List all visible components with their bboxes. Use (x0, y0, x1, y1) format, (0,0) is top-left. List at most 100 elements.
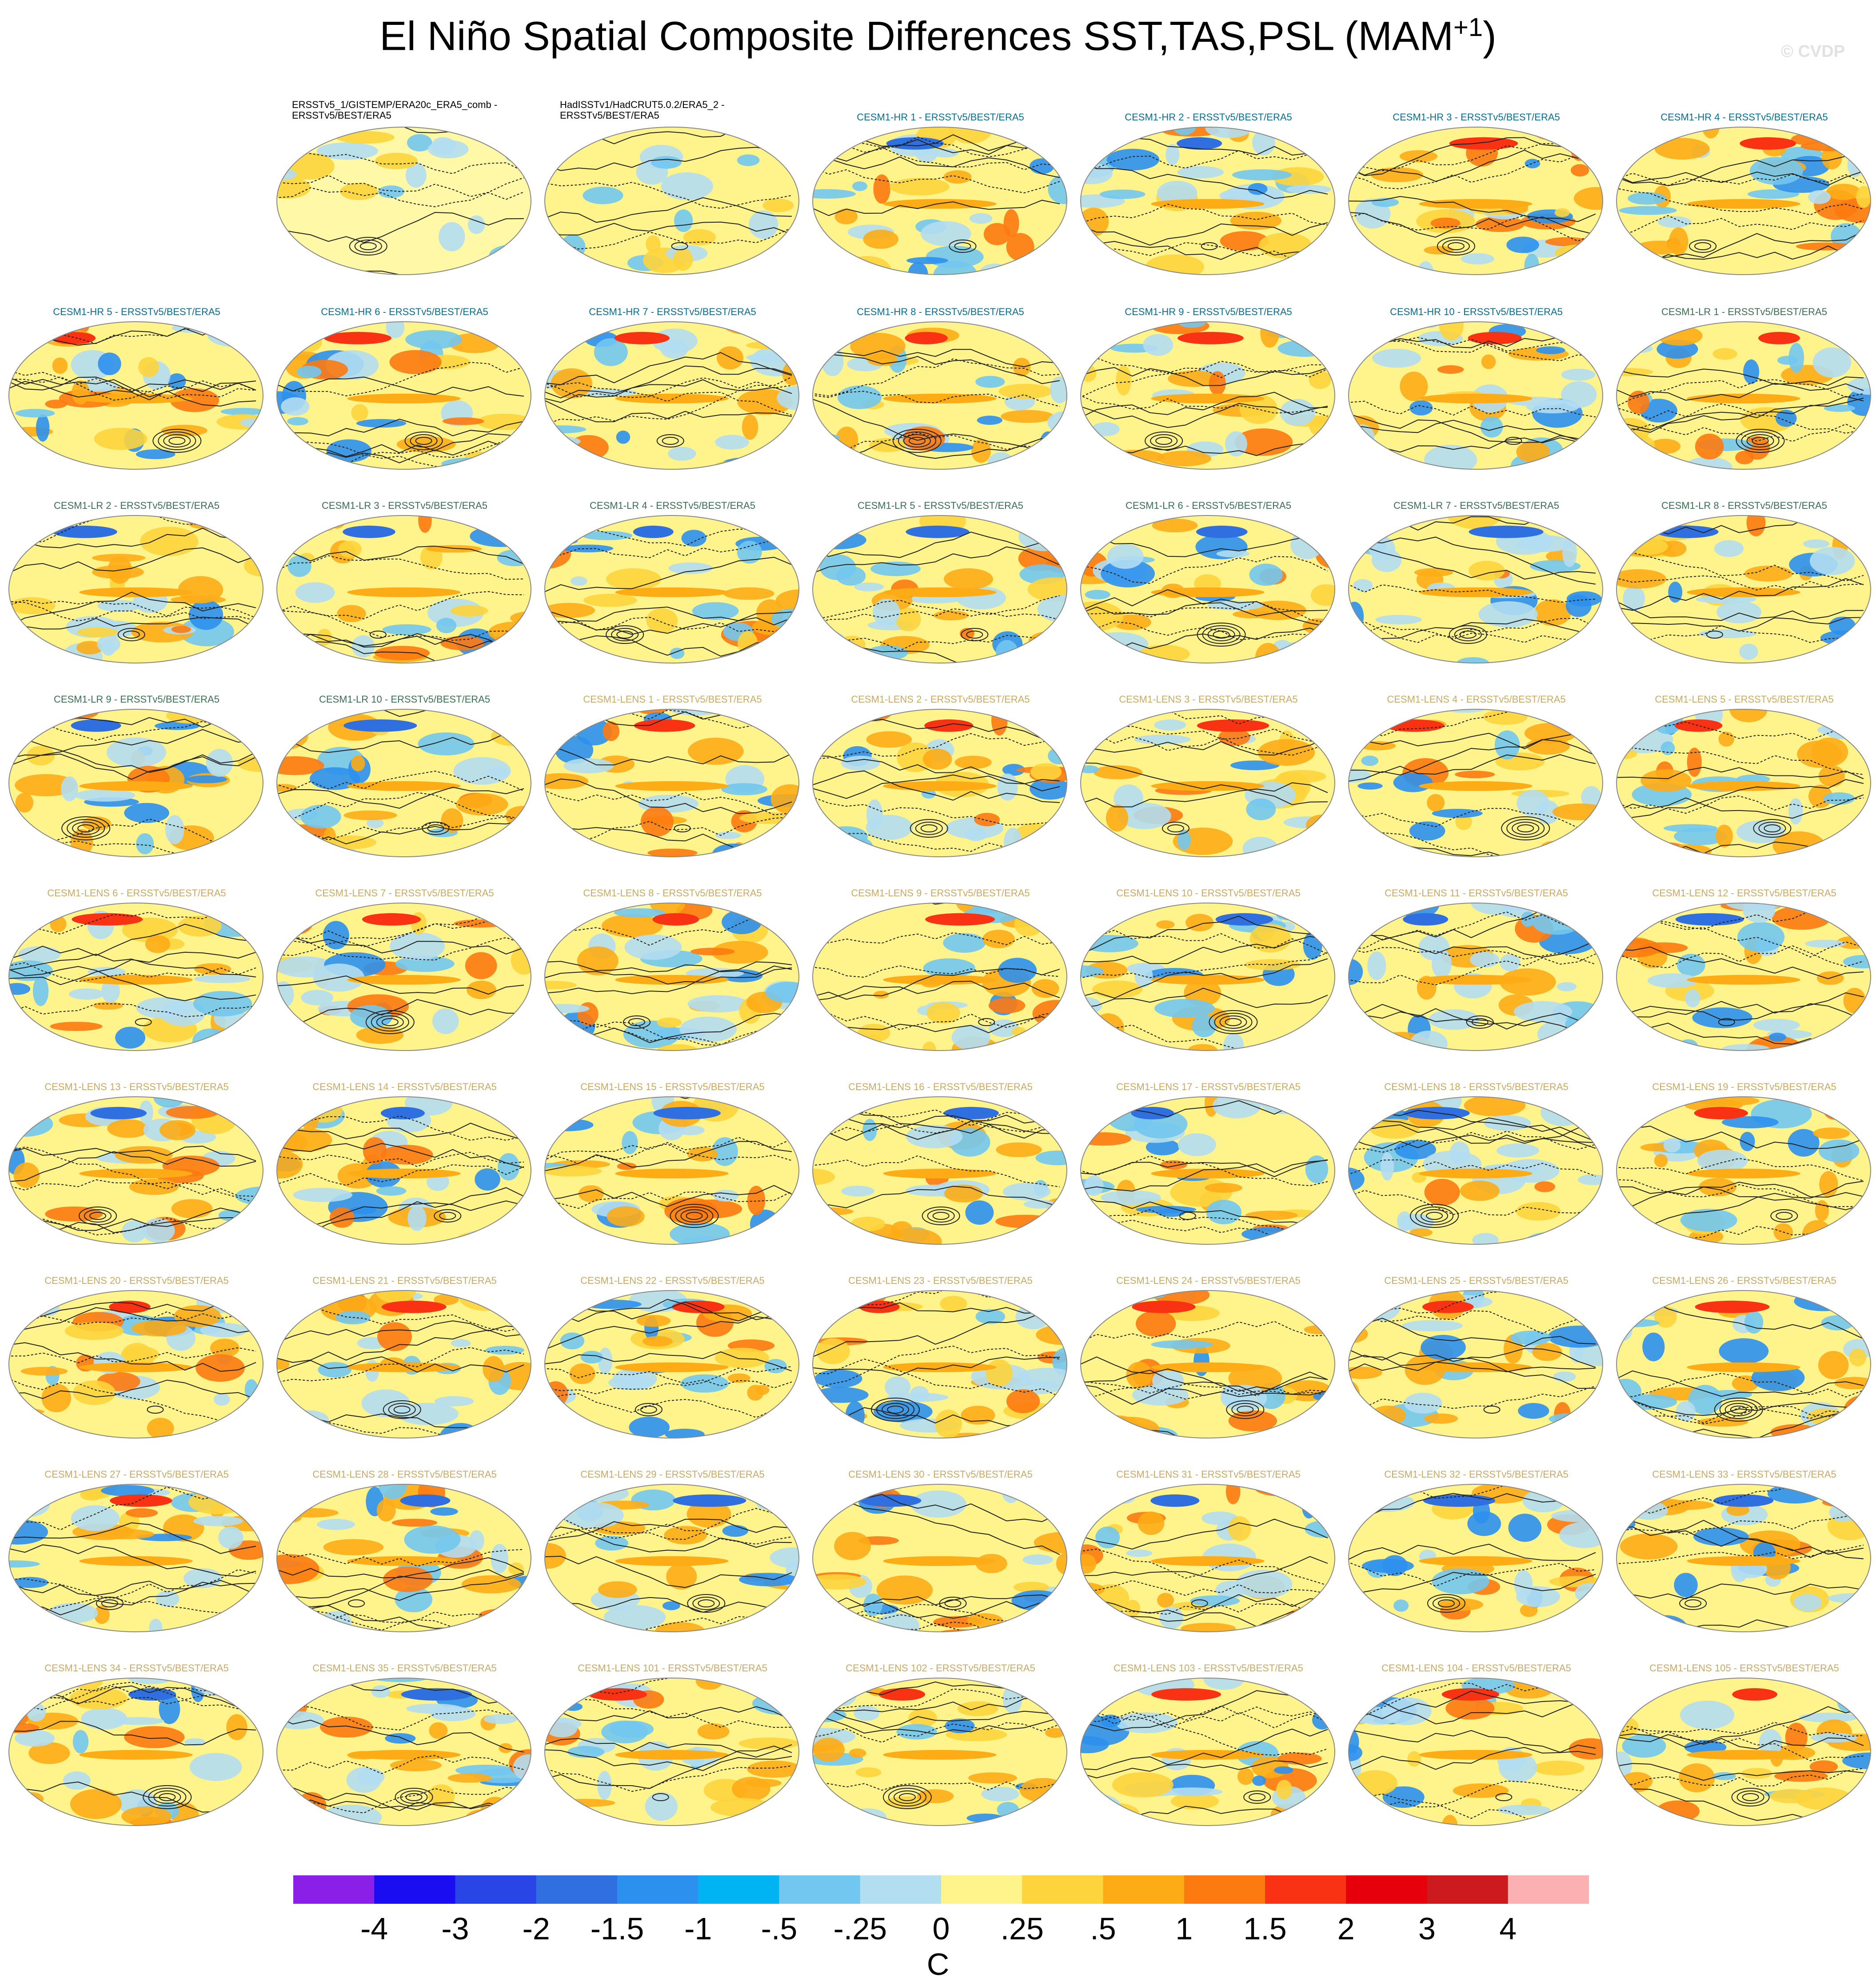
world-map (1348, 127, 1603, 275)
panel-label: CESM1-LENS 14 - ERSSTv5/BEST/ERA5 (312, 1082, 497, 1092)
map-panel: CESM1-LENS 7 - ERSSTv5/BEST/ERA5 (274, 888, 535, 1079)
panel-label: CESM1-LENS 3 - ERSSTv5/BEST/ERA5 (1119, 694, 1298, 705)
map-panel: CESM1-LENS 21 - ERSSTv5/BEST/ERA5 (274, 1275, 535, 1467)
colorbar-units: C (926, 1947, 950, 1982)
map-panel: CESM1-LENS 12 - ERSSTv5/BEST/ERA5 (1614, 888, 1875, 1079)
panel-label: CESM1-LENS 15 - ERSSTv5/BEST/ERA5 (580, 1082, 765, 1092)
world-map (812, 903, 1067, 1051)
map-panel: CESM1-LR 7 - ERSSTv5/BEST/ERA5 (1346, 500, 1607, 691)
map-panel: CESM1-LENS 15 - ERSSTv5/BEST/ERA5 (542, 1082, 803, 1273)
panel-label: CESM1-LENS 34 - ERSSTv5/BEST/ERA5 (44, 1663, 229, 1674)
figure-title: El Niño Spatial Composite Differences SS… (379, 13, 1497, 59)
panel-label: CESM1-LENS 23 - ERSSTv5/BEST/ERA5 (848, 1275, 1033, 1286)
colorbar-swatch (941, 1875, 1022, 1904)
world-map (544, 127, 799, 275)
panel-label: CESM1-LENS 4 - ERSSTv5/BEST/ERA5 (1387, 694, 1566, 705)
world-map (276, 1678, 531, 1826)
map-panel: HadISSTv1/HadCRUT5.0.2/ERA5_2 - ERSSTv5/… (542, 100, 803, 303)
world-map (1080, 1096, 1335, 1245)
map-panel: CESM1-LENS 23 - ERSSTv5/BEST/ERA5 (810, 1275, 1071, 1467)
map-panel: CESM1-LR 5 - ERSSTv5/BEST/ERA5 (810, 500, 1071, 691)
panel-label: CESM1-LR 7 - ERSSTv5/BEST/ERA5 (1393, 500, 1559, 511)
map-panel: CESM1-LENS 13 - ERSSTv5/BEST/ERA5 (6, 1082, 267, 1273)
panel-label: CESM1-LENS 18 - ERSSTv5/BEST/ERA5 (1384, 1082, 1569, 1092)
world-map (544, 1096, 799, 1245)
map-panel: CESM1-LENS 30 - ERSSTv5/BEST/ERA5 (810, 1469, 1071, 1660)
colorbar-swatch (1508, 1875, 1589, 1904)
colorbar-tick-label: -.5 (761, 1911, 798, 1946)
map-panel: CESM1-LENS 18 - ERSSTv5/BEST/ERA5 (1346, 1082, 1607, 1273)
map-panel: CESM1-LENS 8 - ERSSTv5/BEST/ERA5 (542, 888, 803, 1079)
colorbar-tick-label: 3 (1418, 1911, 1436, 1946)
panel-label: CESM1-HR 6 - ERSSTv5/BEST/ERA5 (321, 307, 488, 317)
colorbar-tick-label: -.25 (833, 1911, 887, 1946)
colorbar-swatch (1427, 1875, 1509, 1904)
world-map (8, 515, 263, 663)
map-panel: CESM1-LR 3 - ERSSTv5/BEST/ERA5 (274, 500, 535, 691)
panel-label: CESM1-HR 2 - ERSSTv5/BEST/ERA5 (1125, 112, 1292, 123)
colorbar-tick-label: .5 (1090, 1911, 1116, 1946)
world-map (812, 1290, 1067, 1439)
map-panel: CESM1-LENS 3 - ERSSTv5/BEST/ERA5 (1078, 694, 1339, 885)
panel-label: HadISSTv1/HadCRUT5.0.2/ERA5_2 - ERSSTv5/… (560, 100, 725, 121)
panel-label: CESM1-LENS 1 - ERSSTv5/BEST/ERA5 (583, 694, 762, 705)
panel-label: CESM1-LR 2 - ERSSTv5/BEST/ERA5 (54, 500, 220, 511)
colorbar-tick-label: -1 (684, 1911, 712, 1946)
map-panel: CESM1-HR 10 - ERSSTv5/BEST/ERA5 (1346, 307, 1607, 498)
map-panel: CESM1-LR 9 - ERSSTv5/BEST/ERA5 (6, 694, 267, 885)
panel-label: ERSSTv5_1/GISTEMP/ERA20c_ERA5_comb - ERS… (292, 100, 498, 121)
map-panel: CESM1-HR 4 - ERSSTv5/BEST/ERA5 (1614, 112, 1875, 303)
map-panel: CESM1-LENS 6 - ERSSTv5/BEST/ERA5 (6, 888, 267, 1079)
colorbar-tick-label: -4 (360, 1911, 388, 1946)
map-panel: CESM1-LENS 14 - ERSSTv5/BEST/ERA5 (274, 1082, 535, 1273)
map-panel: CESM1-HR 3 - ERSSTv5/BEST/ERA5 (1346, 112, 1607, 303)
panel-label: CESM1-HR 5 - ERSSTv5/BEST/ERA5 (53, 307, 220, 317)
map-panel: CESM1-LR 2 - ERSSTv5/BEST/ERA5 (6, 500, 267, 691)
panel-label: CESM1-LENS 33 - ERSSTv5/BEST/ERA5 (1652, 1469, 1836, 1480)
world-map (276, 709, 531, 857)
world-map (1080, 127, 1335, 275)
world-map (1080, 515, 1335, 663)
world-map (1616, 321, 1871, 470)
panel-label: CESM1-LENS 29 - ERSSTv5/BEST/ERA5 (580, 1469, 765, 1480)
panel-label: CESM1-HR 9 - ERSSTv5/BEST/ERA5 (1125, 307, 1292, 317)
colorbar-swatch (617, 1875, 699, 1904)
panel-label: CESM1-HR 3 - ERSSTv5/BEST/ERA5 (1393, 112, 1560, 123)
panel-label: CESM1-LENS 31 - ERSSTv5/BEST/ERA5 (1116, 1469, 1301, 1480)
world-map (1616, 1096, 1871, 1245)
panel-label: CESM1-LENS 6 - ERSSTv5/BEST/ERA5 (47, 888, 226, 899)
panel-label: CESM1-LENS 24 - ERSSTv5/BEST/ERA5 (1116, 1275, 1301, 1286)
map-panel: CESM1-LR 10 - ERSSTv5/BEST/ERA5 (274, 694, 535, 885)
world-map (8, 903, 263, 1051)
world-map (1616, 709, 1871, 857)
map-panel: CESM1-LENS 2 - ERSSTv5/BEST/ERA5 (810, 694, 1071, 885)
map-panel: CESM1-LENS 33 - ERSSTv5/BEST/ERA5 (1614, 1469, 1875, 1660)
map-panel: ERSSTv5_1/GISTEMP/ERA20c_ERA5_comb - ERS… (274, 100, 535, 303)
world-map (812, 127, 1067, 275)
panel-label: CESM1-HR 7 - ERSSTv5/BEST/ERA5 (589, 307, 756, 317)
world-map (544, 1290, 799, 1439)
colorbar-tick-label: 4 (1499, 1911, 1517, 1946)
panel-label: CESM1-LENS 9 - ERSSTv5/BEST/ERA5 (851, 888, 1030, 899)
colorbar-tick-label: 1 (1175, 1911, 1193, 1946)
map-panel: CESM1-LENS 26 - ERSSTv5/BEST/ERA5 (1614, 1275, 1875, 1467)
panel-label: CESM1-LR 6 - ERSSTv5/BEST/ERA5 (1126, 500, 1291, 511)
map-panel: CESM1-HR 5 - ERSSTv5/BEST/ERA5 (6, 307, 267, 498)
panel-label: CESM1-LR 10 - ERSSTv5/BEST/ERA5 (319, 694, 491, 705)
world-map (544, 1678, 799, 1826)
world-map (8, 321, 263, 470)
panel-label: CESM1-LENS 2 - ERSSTv5/BEST/ERA5 (851, 694, 1030, 705)
panel-label: CESM1-LENS 11 - ERSSTv5/BEST/ERA5 (1385, 888, 1568, 899)
panel-label: CESM1-LENS 105 - ERSSTv5/BEST/ERA5 (1649, 1663, 1839, 1674)
colorbar-swatch (1184, 1875, 1265, 1904)
colorbar-swatch (374, 1875, 455, 1904)
map-panel: CESM1-LR 8 - ERSSTv5/BEST/ERA5 (1614, 500, 1875, 691)
map-panel: CESM1-LENS 101 - ERSSTv5/BEST/ERA5 (542, 1663, 803, 1854)
panel-label: CESM1-HR 10 - ERSSTv5/BEST/ERA5 (1390, 307, 1563, 317)
world-map (1616, 903, 1871, 1051)
panel-label: CESM1-LENS 16 - ERSSTv5/BEST/ERA5 (848, 1082, 1033, 1092)
map-panel: CESM1-LENS 32 - ERSSTv5/BEST/ERA5 (1346, 1469, 1607, 1660)
map-panel: CESM1-HR 9 - ERSSTv5/BEST/ERA5 (1078, 307, 1339, 498)
map-panel: CESM1-LENS 17 - ERSSTv5/BEST/ERA5 (1078, 1082, 1339, 1273)
